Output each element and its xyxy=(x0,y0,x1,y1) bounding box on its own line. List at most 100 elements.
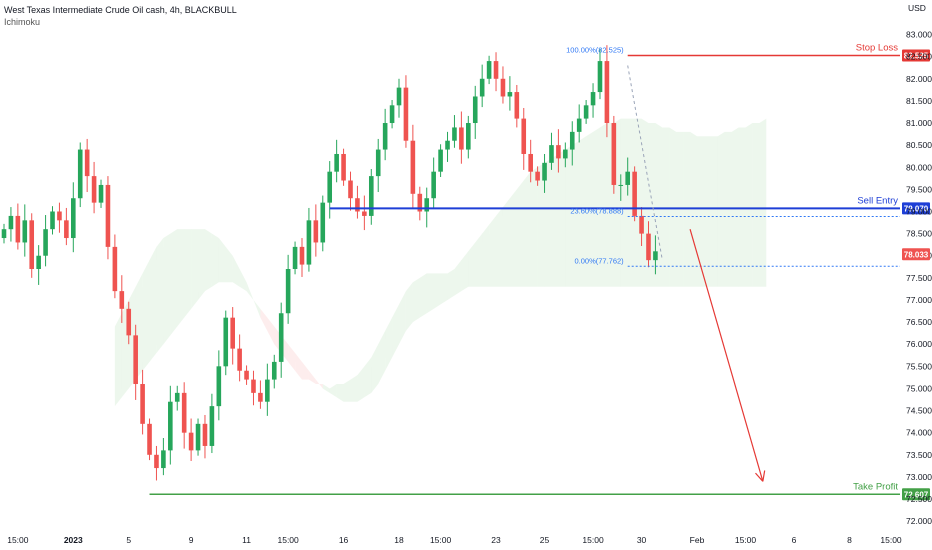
candle-body xyxy=(521,118,527,154)
candle xyxy=(112,234,118,299)
level-label: Sell Entry xyxy=(857,195,898,206)
candle-body xyxy=(258,392,263,402)
candle xyxy=(327,161,333,219)
candle xyxy=(223,310,229,376)
cloud-segment xyxy=(523,171,531,287)
x-tick-label: 16 xyxy=(339,535,349,545)
candle xyxy=(486,55,492,85)
candle xyxy=(195,418,201,456)
candle xyxy=(563,142,568,168)
candle xyxy=(188,418,194,461)
cloud-segment xyxy=(343,379,351,402)
candle xyxy=(50,206,55,235)
x-tick-label: 30 xyxy=(637,535,647,545)
cloud-segment xyxy=(322,384,330,393)
candle-body xyxy=(244,370,249,380)
cloud-segment xyxy=(177,229,185,327)
candle-body xyxy=(22,220,28,243)
x-tick-label: 9 xyxy=(189,535,194,545)
candle-body xyxy=(140,384,145,424)
cloud-segment xyxy=(399,291,406,345)
candle xyxy=(438,144,443,177)
time-axis: 15:00 2023 5 9 11 15:00 16 18 15:00 23 25 15:00 30 Fe… xyxy=(7,535,902,545)
cloud-segment xyxy=(426,273,434,314)
cloud-segment xyxy=(253,299,261,318)
candle-body xyxy=(563,149,568,159)
cloud-segment xyxy=(378,330,386,385)
cloud-segment xyxy=(447,269,455,300)
cloud-segment xyxy=(468,242,476,287)
y-tick-label: 73.500 xyxy=(906,450,932,460)
cloud-segment xyxy=(433,273,441,309)
candle xyxy=(389,100,395,129)
x-tick-label: 11 xyxy=(242,535,251,545)
cloud-segment xyxy=(191,229,199,309)
candle-body xyxy=(188,432,194,451)
candle xyxy=(258,380,263,409)
candle-body xyxy=(410,140,416,194)
cloud-segment xyxy=(301,361,309,380)
candle-body xyxy=(147,423,152,455)
projection-arrow xyxy=(689,229,764,482)
y-tick-label: 75.500 xyxy=(906,361,932,371)
candle-body xyxy=(424,198,430,212)
candle xyxy=(611,115,617,194)
candle xyxy=(64,207,69,246)
candle xyxy=(625,157,630,196)
candle-body xyxy=(133,335,138,385)
cloud-segment xyxy=(655,123,663,287)
price-axis: 82.525 79.070 72.607 USD 72.000 72.500 73.000 7… xyxy=(902,3,932,526)
x-tick-label: 15:00 xyxy=(582,535,604,545)
candle-body xyxy=(341,153,346,181)
y-tick-label: 76.000 xyxy=(906,339,932,349)
candle-body xyxy=(507,92,513,97)
x-tick-label: 15:00 xyxy=(735,535,757,545)
candle-body xyxy=(382,123,388,150)
candle xyxy=(590,83,596,118)
cloud-segment xyxy=(489,215,497,287)
candle xyxy=(71,182,76,253)
candle xyxy=(1,223,7,244)
cloud-segment xyxy=(745,123,753,287)
candle-body xyxy=(195,423,201,451)
candle xyxy=(265,363,270,416)
candle-body xyxy=(36,255,41,269)
cloud-segment xyxy=(551,153,559,287)
cloud-segment xyxy=(385,317,393,371)
candle xyxy=(181,382,187,449)
cloud-segment xyxy=(149,246,157,362)
candle xyxy=(147,418,152,461)
level-price-value: 79.070 xyxy=(904,204,929,213)
candle-body xyxy=(299,246,305,265)
y-tick-label: 72.500 xyxy=(906,494,932,504)
fib-label: 23.60%(78.888) xyxy=(570,206,624,215)
candle-body xyxy=(604,61,610,124)
candle-body xyxy=(542,162,547,181)
candle-body xyxy=(112,246,118,292)
cloud-segment xyxy=(496,207,503,287)
candle-body xyxy=(459,127,464,150)
candle-body xyxy=(77,149,83,199)
candle xyxy=(521,107,527,170)
cloud-segment xyxy=(211,233,219,287)
candle xyxy=(168,385,173,465)
candle-body xyxy=(237,348,242,371)
cloud-segment xyxy=(329,384,337,398)
cloud-segment xyxy=(239,269,247,292)
y-tick-label: 79.500 xyxy=(906,184,932,194)
y-tick-label: 78.500 xyxy=(906,229,932,239)
candle-body xyxy=(472,96,478,124)
cloud-segment xyxy=(336,384,344,402)
candle xyxy=(639,207,644,246)
candle xyxy=(57,202,62,233)
candle-body xyxy=(618,184,624,186)
candle xyxy=(507,76,513,111)
cloud-segment xyxy=(315,379,323,389)
candle-body xyxy=(438,149,443,172)
candle xyxy=(306,207,312,272)
candle-body xyxy=(119,291,125,309)
cloud-segment xyxy=(156,238,164,354)
y-tick-label: 81.500 xyxy=(906,96,932,106)
fib-label: 0.00%(77.762) xyxy=(574,256,624,265)
